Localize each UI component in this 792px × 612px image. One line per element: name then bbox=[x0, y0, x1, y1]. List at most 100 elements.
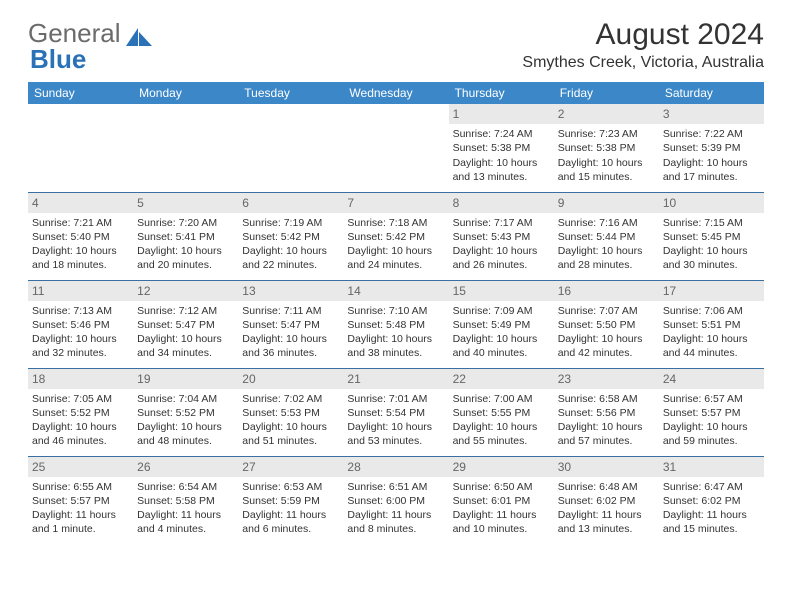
day-number: 9 bbox=[554, 193, 659, 213]
day-number: 6 bbox=[238, 193, 343, 213]
sunset-text: Sunset: 5:43 PM bbox=[453, 230, 550, 244]
day-info: Sunrise: 7:17 AMSunset: 5:43 PMDaylight:… bbox=[453, 216, 550, 273]
day-info: Sunrise: 7:15 AMSunset: 5:45 PMDaylight:… bbox=[663, 216, 760, 273]
day-info: Sunrise: 6:51 AMSunset: 6:00 PMDaylight:… bbox=[347, 480, 444, 537]
sunrise-text: Sunrise: 6:48 AM bbox=[558, 480, 655, 494]
calendar-row: 11Sunrise: 7:13 AMSunset: 5:46 PMDayligh… bbox=[28, 280, 764, 368]
day-number: 25 bbox=[28, 457, 133, 477]
daylight-text: Daylight: 10 hours and 53 minutes. bbox=[347, 420, 444, 448]
day-info: Sunrise: 7:16 AMSunset: 5:44 PMDaylight:… bbox=[558, 216, 655, 273]
daylight-text: Daylight: 10 hours and 15 minutes. bbox=[558, 156, 655, 184]
daylight-text: Daylight: 10 hours and 18 minutes. bbox=[32, 244, 129, 272]
sunset-text: Sunset: 5:38 PM bbox=[558, 141, 655, 155]
sunset-text: Sunset: 5:52 PM bbox=[32, 406, 129, 420]
calendar-cell: 8Sunrise: 7:17 AMSunset: 5:43 PMDaylight… bbox=[449, 192, 554, 280]
day-number: 14 bbox=[343, 281, 448, 301]
day-number: 23 bbox=[554, 369, 659, 389]
daylight-text: Daylight: 10 hours and 46 minutes. bbox=[32, 420, 129, 448]
daylight-text: Daylight: 10 hours and 24 minutes. bbox=[347, 244, 444, 272]
calendar-cell: 4Sunrise: 7:21 AMSunset: 5:40 PMDaylight… bbox=[28, 192, 133, 280]
sunrise-text: Sunrise: 7:19 AM bbox=[242, 216, 339, 230]
day-info: Sunrise: 6:47 AMSunset: 6:02 PMDaylight:… bbox=[663, 480, 760, 537]
sunset-text: Sunset: 5:49 PM bbox=[453, 318, 550, 332]
header: General Blue August 2024 Smythes Creek, … bbox=[28, 18, 764, 72]
sunrise-text: Sunrise: 7:11 AM bbox=[242, 304, 339, 318]
calendar-cell: 26Sunrise: 6:54 AMSunset: 5:58 PMDayligh… bbox=[133, 456, 238, 542]
calendar-row: 25Sunrise: 6:55 AMSunset: 5:57 PMDayligh… bbox=[28, 456, 764, 542]
day-number: 28 bbox=[343, 457, 448, 477]
daylight-text: Daylight: 10 hours and 30 minutes. bbox=[663, 244, 760, 272]
sunrise-text: Sunrise: 6:58 AM bbox=[558, 392, 655, 406]
calendar-cell: 27Sunrise: 6:53 AMSunset: 5:59 PMDayligh… bbox=[238, 456, 343, 542]
sunrise-text: Sunrise: 7:01 AM bbox=[347, 392, 444, 406]
day-number: 27 bbox=[238, 457, 343, 477]
sunset-text: Sunset: 5:47 PM bbox=[137, 318, 234, 332]
day-number: 19 bbox=[133, 369, 238, 389]
daylight-text: Daylight: 10 hours and 36 minutes. bbox=[242, 332, 339, 360]
sunrise-text: Sunrise: 7:22 AM bbox=[663, 127, 760, 141]
sunrise-text: Sunrise: 6:53 AM bbox=[242, 480, 339, 494]
calendar-cell: . bbox=[28, 104, 133, 192]
sunrise-text: Sunrise: 7:04 AM bbox=[137, 392, 234, 406]
day-number: 7 bbox=[343, 193, 448, 213]
col-tue: Tuesday bbox=[238, 82, 343, 104]
calendar-cell: . bbox=[133, 104, 238, 192]
logo-text-2: Blue bbox=[30, 44, 86, 75]
daylight-text: Daylight: 11 hours and 8 minutes. bbox=[347, 508, 444, 536]
day-info: Sunrise: 7:05 AMSunset: 5:52 PMDaylight:… bbox=[32, 392, 129, 449]
calendar-cell: 30Sunrise: 6:48 AMSunset: 6:02 PMDayligh… bbox=[554, 456, 659, 542]
sunset-text: Sunset: 5:53 PM bbox=[242, 406, 339, 420]
daylight-text: Daylight: 10 hours and 26 minutes. bbox=[453, 244, 550, 272]
calendar-cell: 24Sunrise: 6:57 AMSunset: 5:57 PMDayligh… bbox=[659, 368, 764, 456]
sunset-text: Sunset: 5:45 PM bbox=[663, 230, 760, 244]
calendar-cell: 18Sunrise: 7:05 AMSunset: 5:52 PMDayligh… bbox=[28, 368, 133, 456]
sunset-text: Sunset: 5:55 PM bbox=[453, 406, 550, 420]
col-fri: Friday bbox=[554, 82, 659, 104]
sunrise-text: Sunrise: 7:09 AM bbox=[453, 304, 550, 318]
sunrise-text: Sunrise: 7:07 AM bbox=[558, 304, 655, 318]
sunrise-text: Sunrise: 7:05 AM bbox=[32, 392, 129, 406]
sunrise-text: Sunrise: 7:12 AM bbox=[137, 304, 234, 318]
sunrise-text: Sunrise: 6:51 AM bbox=[347, 480, 444, 494]
daylight-text: Daylight: 10 hours and 48 minutes. bbox=[137, 420, 234, 448]
calendar-cell: 12Sunrise: 7:12 AMSunset: 5:47 PMDayligh… bbox=[133, 280, 238, 368]
day-info: Sunrise: 7:18 AMSunset: 5:42 PMDaylight:… bbox=[347, 216, 444, 273]
day-info: Sunrise: 7:13 AMSunset: 5:46 PMDaylight:… bbox=[32, 304, 129, 361]
daylight-text: Daylight: 11 hours and 4 minutes. bbox=[137, 508, 234, 536]
sunset-text: Sunset: 5:41 PM bbox=[137, 230, 234, 244]
daylight-text: Daylight: 10 hours and 44 minutes. bbox=[663, 332, 760, 360]
calendar-table: Sunday Monday Tuesday Wednesday Thursday… bbox=[28, 82, 764, 542]
day-info: Sunrise: 7:00 AMSunset: 5:55 PMDaylight:… bbox=[453, 392, 550, 449]
day-info: Sunrise: 7:07 AMSunset: 5:50 PMDaylight:… bbox=[558, 304, 655, 361]
sunset-text: Sunset: 5:44 PM bbox=[558, 230, 655, 244]
calendar-cell: 28 Sunrise: 6:51 AMSunset: 6:00 PMDayligh… bbox=[343, 456, 448, 542]
sunset-text: Sunset: 5:52 PM bbox=[137, 406, 234, 420]
day-info: Sunrise: 7:12 AMSunset: 5:47 PMDaylight:… bbox=[137, 304, 234, 361]
col-thu: Thursday bbox=[449, 82, 554, 104]
calendar-cell: 11Sunrise: 7:13 AMSunset: 5:46 PMDayligh… bbox=[28, 280, 133, 368]
day-info: Sunrise: 7:06 AMSunset: 5:51 PMDaylight:… bbox=[663, 304, 760, 361]
sunset-text: Sunset: 5:38 PM bbox=[453, 141, 550, 155]
day-number: 5 bbox=[133, 193, 238, 213]
day-info: Sunrise: 7:20 AMSunset: 5:41 PMDaylight:… bbox=[137, 216, 234, 273]
page-title: August 2024 bbox=[522, 18, 764, 52]
calendar-cell: 14 Sunrise: 7:10 AMSunset: 5:48 PMDayligh… bbox=[343, 280, 448, 368]
sunrise-text: Sunrise: 6:55 AM bbox=[32, 480, 129, 494]
logo-mark-icon bbox=[125, 23, 155, 45]
calendar-cell: 3Sunrise: 7:22 AMSunset: 5:39 PMDaylight… bbox=[659, 104, 764, 192]
calendar-cell: . bbox=[238, 104, 343, 192]
calendar-page: General Blue August 2024 Smythes Creek, … bbox=[0, 0, 792, 612]
day-info: Sunrise: 7:10 AMSunset: 5:48 PMDaylight:… bbox=[347, 304, 444, 361]
day-info: Sunrise: 6:58 AMSunset: 5:56 PMDaylight:… bbox=[558, 392, 655, 449]
daylight-text: Daylight: 10 hours and 55 minutes. bbox=[453, 420, 550, 448]
day-number: 29 bbox=[449, 457, 554, 477]
daylight-text: Daylight: 10 hours and 51 minutes. bbox=[242, 420, 339, 448]
col-wed: Wednesday bbox=[343, 82, 448, 104]
calendar-cell: 6Sunrise: 7:19 AMSunset: 5:42 PMDaylight… bbox=[238, 192, 343, 280]
daylight-text: Daylight: 10 hours and 40 minutes. bbox=[453, 332, 550, 360]
day-info: Sunrise: 7:24 AMSunset: 5:38 PMDaylight:… bbox=[453, 127, 550, 184]
daylight-text: Daylight: 10 hours and 34 minutes. bbox=[137, 332, 234, 360]
calendar-cell: 5 Sunrise: 7:20 AMSunset: 5:41 PMDaylight… bbox=[133, 192, 238, 280]
day-number: 22 bbox=[449, 369, 554, 389]
day-info: Sunrise: 7:21 AMSunset: 5:40 PMDaylight:… bbox=[32, 216, 129, 273]
